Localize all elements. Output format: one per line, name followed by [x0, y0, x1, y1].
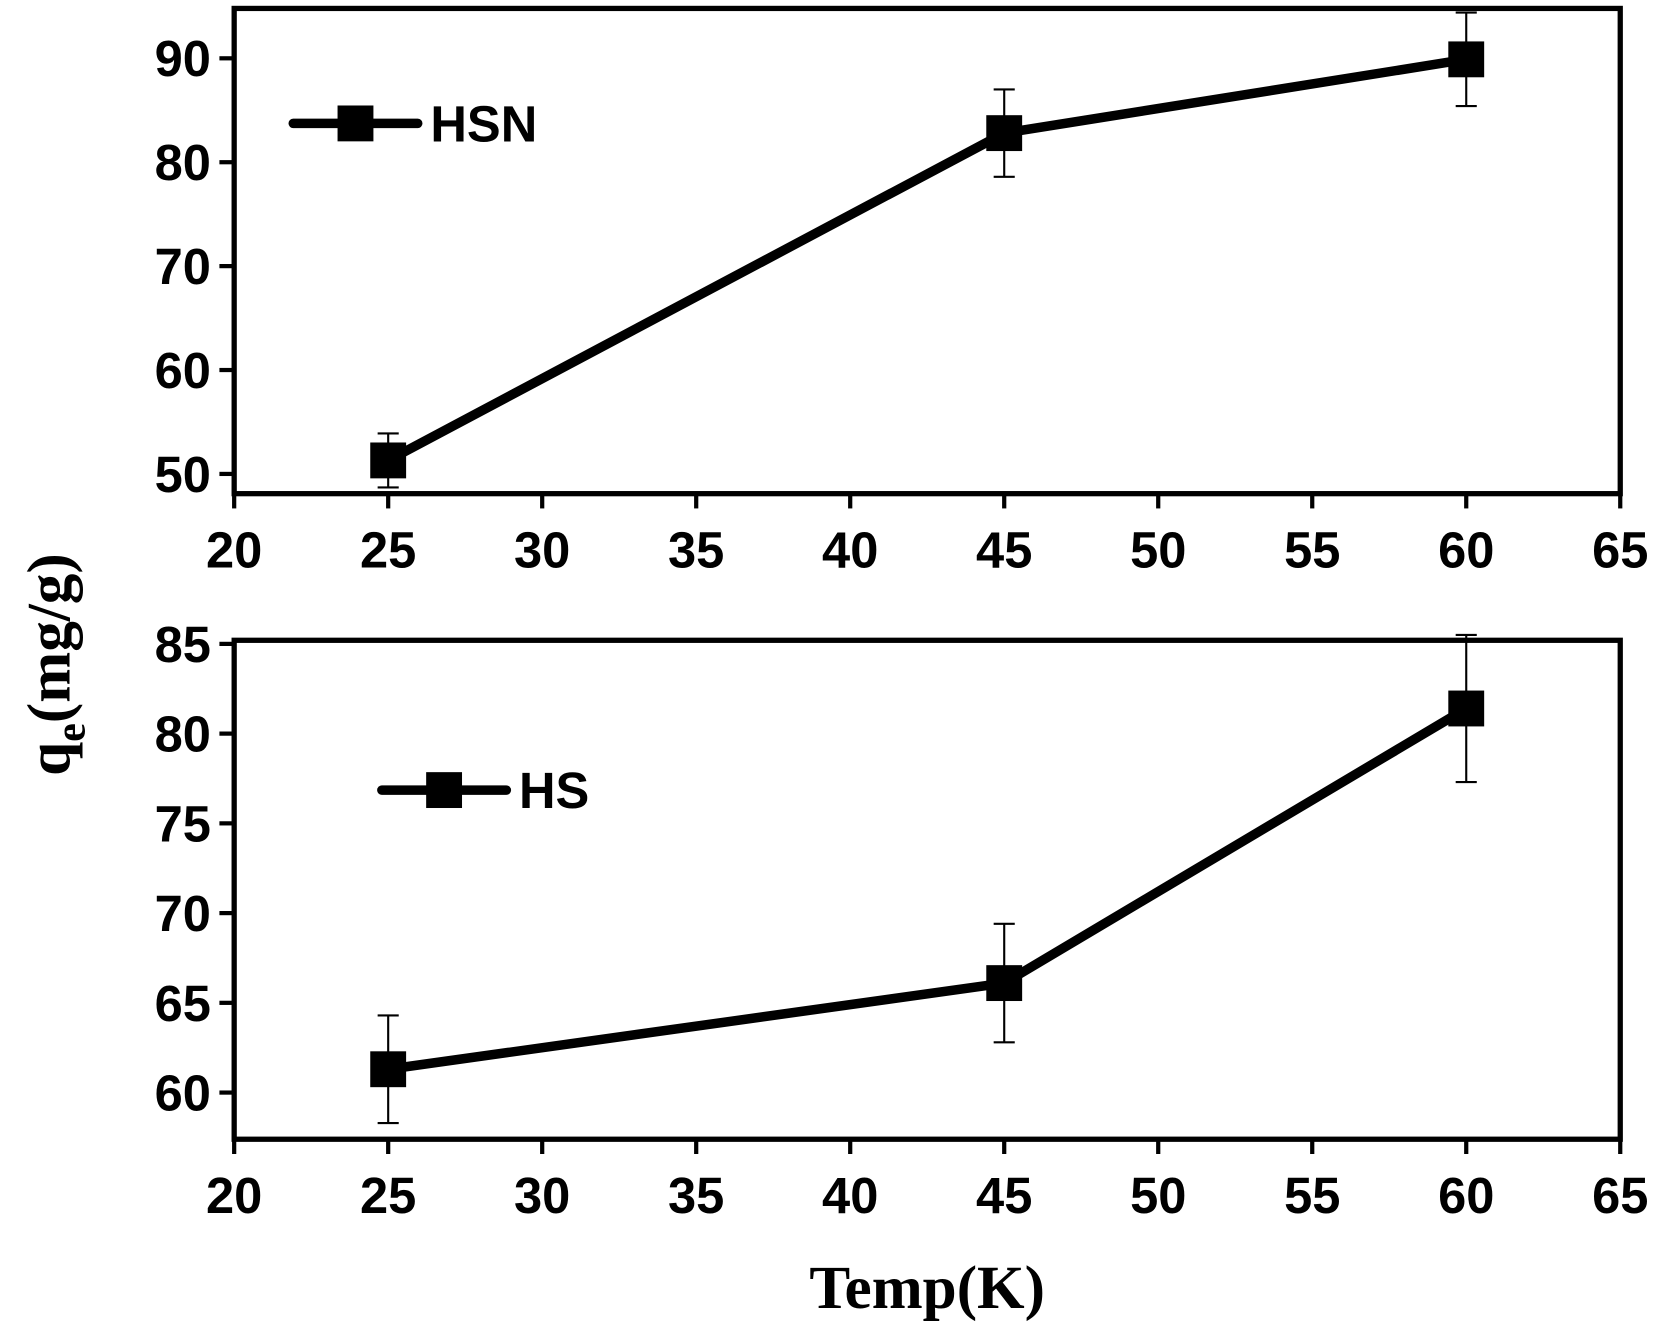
x-tick-label: 55 [1284, 1167, 1340, 1224]
x-tick-label: 20 [206, 1167, 262, 1224]
x-tick-label: 20 [206, 522, 262, 579]
y-tick-label: 70 [155, 238, 211, 295]
y-tick-label: 80 [155, 706, 211, 763]
x-axis-label: Temp(K) [809, 1254, 1045, 1322]
y-tick-label: 75 [155, 795, 211, 852]
x-tick-label: 35 [668, 1167, 724, 1224]
y-tick-label: 50 [155, 446, 211, 503]
marker [986, 115, 1023, 152]
x-tick-label: 40 [822, 1167, 878, 1224]
marker [370, 442, 407, 479]
legend-marker [337, 105, 374, 142]
y-tick-label: 60 [155, 342, 211, 399]
legend-marker [426, 772, 463, 809]
marker [1448, 41, 1485, 78]
x-tick-label: 25 [360, 522, 416, 579]
legend-label: HSN [430, 95, 537, 152]
x-tick-label: 35 [668, 522, 724, 579]
marker [370, 1051, 407, 1088]
y-tick-label: 60 [155, 1065, 211, 1122]
x-tick-label: 30 [514, 522, 570, 579]
marker [986, 965, 1023, 1002]
x-tick-label: 60 [1438, 1167, 1494, 1224]
x-tick-label: 40 [822, 522, 878, 579]
x-tick-label: 60 [1438, 522, 1494, 579]
y-tick-label: 90 [155, 30, 211, 87]
x-tick-label: 30 [514, 1167, 570, 1224]
x-tick-label: 65 [1592, 1167, 1648, 1224]
y-label-unit: (mg/g) [16, 553, 84, 723]
x-tick-label: 45 [976, 522, 1032, 579]
y-tick-label: 80 [155, 134, 211, 191]
marker [1448, 690, 1485, 727]
x-tick-label: 25 [360, 1167, 416, 1224]
x-tick-label: 55 [1284, 522, 1340, 579]
x-tick-label: 50 [1130, 1167, 1186, 1224]
data-line [383, 54, 1471, 466]
x-tick-label: 65 [1592, 522, 1648, 579]
y-tick-label: 65 [155, 975, 211, 1032]
y-label-sub: e [47, 723, 94, 742]
legend-label: HS [519, 762, 589, 819]
plot-frame [231, 637, 1623, 1142]
x-tick-label: 50 [1130, 522, 1186, 579]
y-label-main: q [16, 742, 84, 776]
plot-frame [231, 5, 1623, 497]
y-tick-label: 85 [155, 616, 211, 673]
y-axis-label: qe(mg/g) [16, 553, 95, 776]
x-tick-label: 45 [976, 1167, 1032, 1224]
y-tick-label: 70 [155, 885, 211, 942]
